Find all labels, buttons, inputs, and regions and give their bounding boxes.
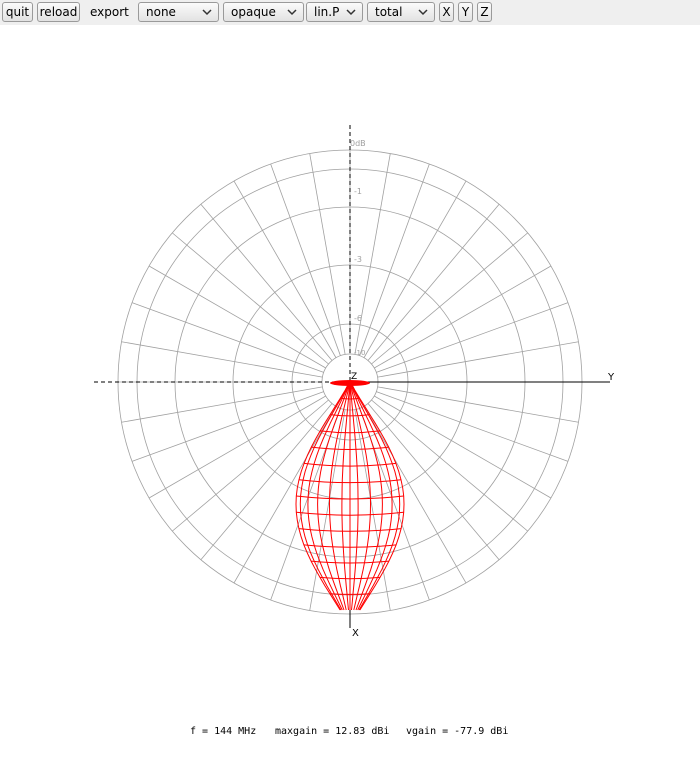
grid-spoke: [359, 163, 430, 356]
pattern-parallel: [296, 495, 404, 500]
grid-spoke: [233, 406, 337, 584]
chevron-down-icon: [346, 9, 356, 16]
grid-spoke: [131, 391, 324, 462]
grid-spoke: [374, 395, 552, 499]
pattern-parallel: [319, 576, 381, 580]
radiation-pattern-plot[interactable]: Y X Z 0dB -1 -3 -6 -10: [0, 25, 700, 724]
pattern-parallel: [329, 593, 371, 595]
view-z-button[interactable]: Z: [477, 2, 492, 22]
opacity-select-value: opaque: [231, 5, 276, 19]
z-axis-label: Z: [351, 372, 357, 382]
grid-spoke: [367, 204, 500, 361]
pattern-meridian: [349, 381, 372, 611]
export-label: export: [90, 5, 129, 19]
grid-spoke: [200, 403, 333, 560]
pattern-parallel: [330, 414, 370, 417]
pattern-parallel: [298, 528, 402, 532]
pattern-parallel: [340, 397, 360, 400]
chevron-down-icon: [287, 9, 297, 16]
view-y-button[interactable]: Y: [458, 2, 473, 22]
grid-spoke: [121, 341, 323, 378]
grid-spoke: [148, 395, 326, 499]
grid-spoke: [354, 409, 391, 611]
ring-label-10: -10: [354, 349, 365, 357]
y-axis-label: Y: [607, 372, 615, 383]
grid-spoke: [374, 265, 552, 369]
status-bar: f = 144 MHz maxgain = 12.83 dBi vgain = …: [0, 724, 700, 738]
grid-spoke: [121, 386, 323, 423]
pattern-meridian: [349, 381, 383, 611]
export-select-value: none: [146, 5, 176, 19]
grid-spoke: [354, 153, 391, 355]
scale-select-value: lin.P: [314, 5, 340, 19]
pattern-parallel: [311, 446, 389, 450]
polarization-select-value: total: [375, 5, 403, 19]
grid-spoke: [131, 302, 324, 373]
pattern-parallel: [298, 479, 402, 484]
grid-spoke: [371, 232, 528, 365]
ring-label-6: -6: [354, 314, 362, 323]
pattern-meridian: [350, 381, 393, 611]
grid-spoke: [172, 399, 329, 532]
ring-label-0: 0dB: [350, 139, 366, 148]
pattern-meridian: [307, 381, 350, 611]
grid-spoke: [270, 163, 341, 356]
pattern-meridian: [328, 381, 351, 611]
grid-spoke: [376, 391, 569, 462]
pattern-parallel: [320, 430, 380, 434]
pattern-parallel: [303, 544, 397, 548]
pattern-back-lobe: [330, 380, 370, 386]
ring-label-3: -3: [354, 255, 362, 264]
pattern-meridian: [341, 381, 351, 611]
export-select[interactable]: none: [138, 2, 219, 22]
view-x-button[interactable]: X: [439, 2, 454, 22]
grid-spoke: [377, 386, 579, 423]
x-axis-label: X: [352, 628, 359, 639]
pattern-meridian: [349, 381, 359, 611]
reload-button[interactable]: reload: [37, 2, 80, 22]
grid-spoke: [148, 265, 326, 369]
pattern-parallel: [296, 511, 404, 516]
grid-spoke: [377, 341, 579, 378]
grid-spoke: [363, 406, 467, 584]
scale-select[interactable]: lin.P: [306, 2, 363, 22]
grid-spoke: [376, 302, 569, 373]
chevron-down-icon: [202, 9, 212, 16]
ring-labels: 0dB -1 -3 -6 -10: [350, 139, 366, 357]
polarization-select[interactable]: total: [367, 2, 435, 22]
toolbar: quit reload export none opaque lin.P tot…: [0, 0, 700, 25]
vgain-readout: vgain = -77.9 dBi: [406, 726, 509, 737]
grid-spoke: [309, 409, 346, 611]
maxgain-readout: maxgain = 12.83 dBi: [275, 726, 390, 737]
opacity-select[interactable]: opaque: [223, 2, 304, 22]
radiation-pattern-mesh: [295, 380, 405, 611]
pattern-parallel: [304, 462, 396, 467]
chevron-down-icon: [418, 9, 428, 16]
grid-spoke: [367, 403, 500, 560]
pattern-parallel: [311, 560, 389, 564]
grid-spoke: [363, 180, 467, 358]
grid-spoke: [233, 180, 337, 358]
quit-button[interactable]: quit: [2, 2, 33, 22]
grid-spoke: [200, 204, 333, 361]
frequency-readout: f = 144 MHz: [190, 726, 257, 737]
grid-spoke: [172, 232, 329, 365]
grid-spoke: [309, 153, 346, 355]
grid-spoke: [371, 399, 528, 532]
pattern-meridian: [317, 381, 351, 611]
ring-label-1: -1: [354, 187, 362, 196]
